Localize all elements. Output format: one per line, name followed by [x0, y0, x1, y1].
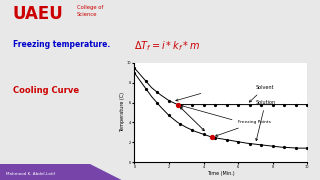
Text: Solution: Solution: [255, 100, 276, 141]
Text: College of
Science: College of Science: [77, 5, 103, 17]
Text: UAEU: UAEU: [13, 5, 64, 23]
Text: Cooling Curve: Cooling Curve: [13, 86, 79, 95]
Text: Freezing Points: Freezing Points: [215, 120, 271, 136]
Text: Solvent: Solvent: [249, 85, 274, 102]
Text: $\Delta T_f = i * k_f * m$: $\Delta T_f = i * k_f * m$: [134, 40, 201, 53]
Text: Freezing temperature.: Freezing temperature.: [13, 40, 110, 49]
X-axis label: Time (Min.): Time (Min.): [207, 171, 235, 176]
Text: Mahmood K. Abdel-Latif: Mahmood K. Abdel-Latif: [6, 172, 55, 176]
Y-axis label: Temperature (C): Temperature (C): [120, 93, 125, 132]
Polygon shape: [0, 164, 122, 180]
